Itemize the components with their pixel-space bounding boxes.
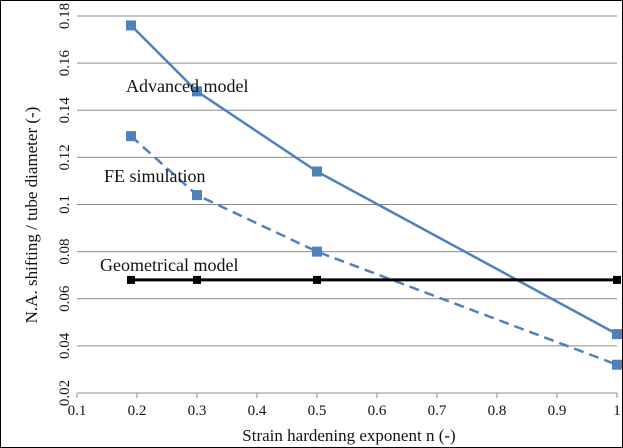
x-tick-label: 0.4 [248,403,267,419]
x-tick-label: 0.2 [128,403,147,419]
data-point [613,275,621,284]
y-tick-label: 0.12 [57,144,73,170]
annotation-geometrical-model: Geometrical model [100,255,238,275]
series-line-advanced-model [130,24,618,336]
data-point [192,86,202,97]
data-point [313,275,321,284]
y-axis-title: N.A. shifting / tube diameter (-) [22,107,41,324]
data-point [126,131,136,142]
y-tick-label: 0.04 [57,332,73,359]
tick-labels: 0.02 0.04 0.06 0.08 0.1 0.12 0.14 0.16 0.18 0.1 0.… [57,3,621,419]
data-point [127,275,135,284]
annotation-advanced-model: Advanced model [126,76,248,96]
series-layer [126,20,622,370]
y-tick-label: 0.14 [57,97,73,124]
x-tick-label: 0.8 [488,403,507,419]
x-axis-title: Strain hardening exponent n (-) [242,426,455,445]
data-point [192,190,202,201]
x-tick-label: 0.5 [308,403,327,419]
x-tick-label: 0.3 [188,403,207,419]
data-point [312,166,322,177]
x-tick-label: 1 [613,403,621,419]
x-tick-label: 0.9 [548,403,567,419]
x-tick-label: 0.1 [68,403,87,419]
annotation-fe-simulation: FE simulation [104,166,206,186]
x-tick-label: 0.7 [428,403,447,419]
data-point [312,246,322,257]
y-tick-label: 0.18 [57,3,73,29]
data-point [612,359,622,370]
x-tick-label: 0.6 [368,403,387,419]
y-tick-label: 0.02 [57,380,73,406]
y-tick-label: 0.1 [57,195,73,214]
y-tick-label: 0.16 [57,50,73,77]
data-point [193,275,201,284]
y-tick-label: 0.06 [57,285,73,312]
grid-lines [76,15,618,398]
data-point [612,329,622,340]
data-point [126,20,136,31]
y-tick-label: 0.08 [57,239,73,265]
